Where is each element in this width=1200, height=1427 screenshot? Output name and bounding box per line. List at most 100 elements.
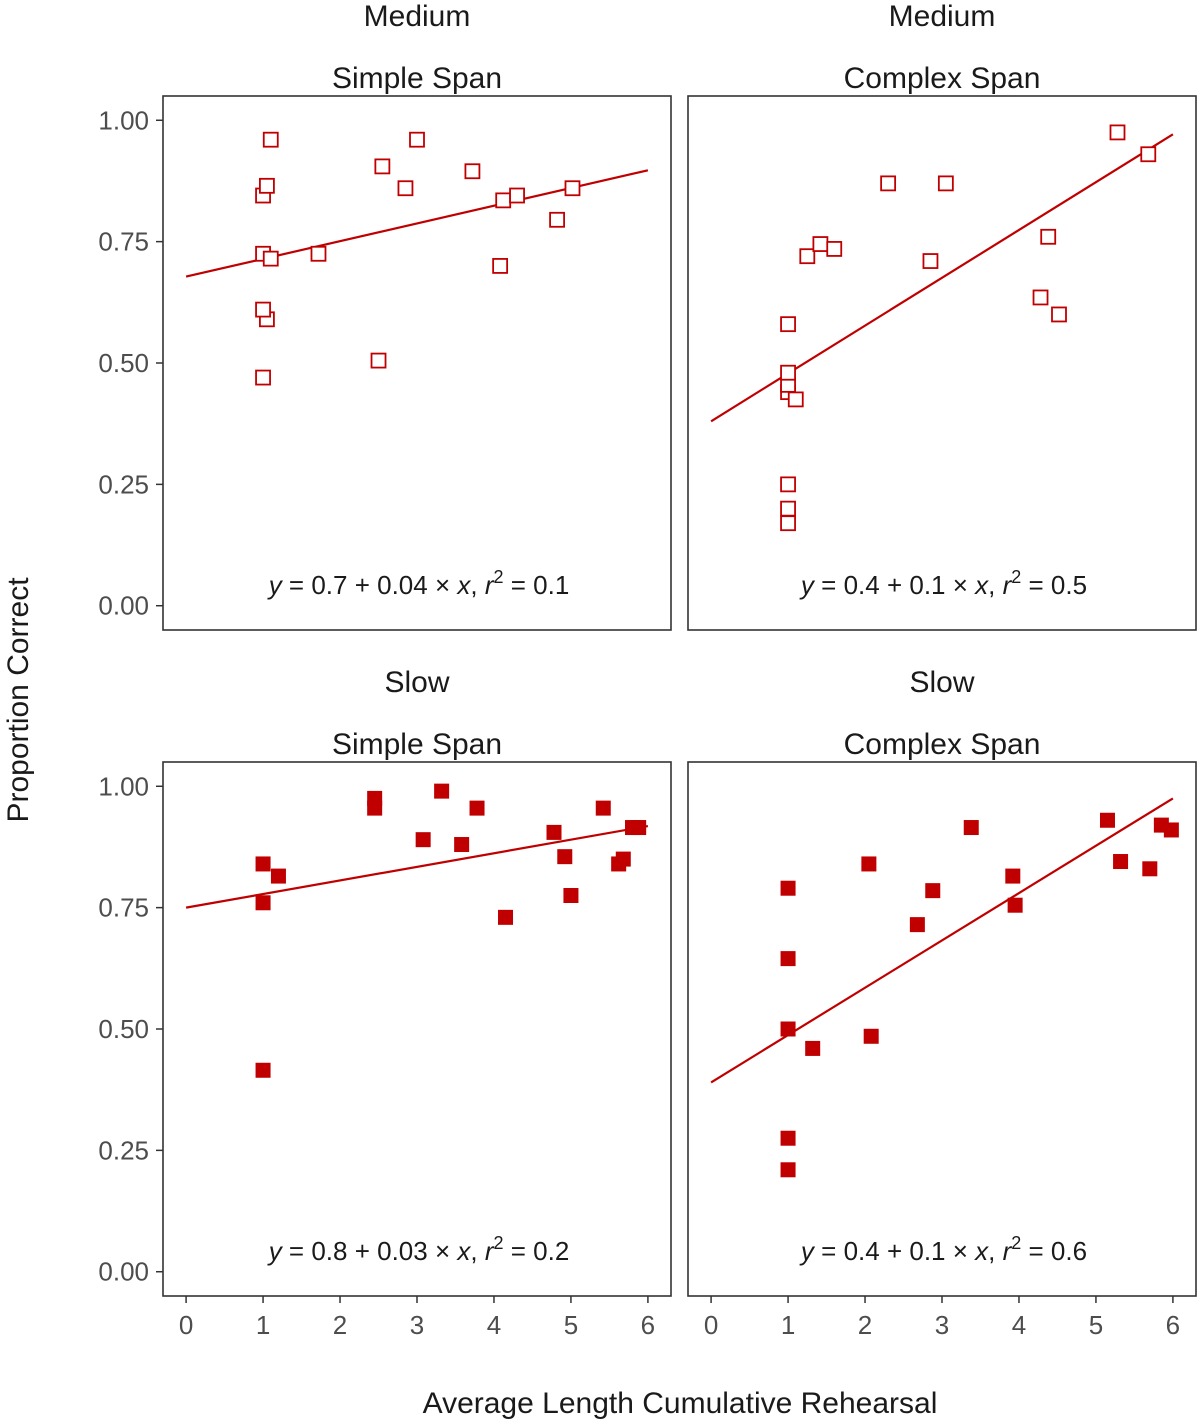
regression-equation: y = 0.4 + 0.1 × x, r2 = 0.6 bbox=[799, 1233, 1087, 1266]
data-point bbox=[563, 888, 579, 903]
data-point bbox=[255, 301, 271, 318]
panel: Medium Complex Span y = 0.4 + 0.1 × x, r2 … bbox=[687, 0, 1197, 631]
data-point bbox=[780, 1021, 796, 1037]
strip-label-span: Complex Span bbox=[844, 728, 1041, 761]
data-point bbox=[454, 837, 470, 853]
x-tick-label: 1 bbox=[781, 1310, 795, 1340]
x-tick-label: 1 bbox=[256, 1310, 270, 1340]
data-point bbox=[780, 515, 796, 532]
strip-label-span: Complex Span bbox=[844, 62, 1041, 95]
data-point bbox=[615, 851, 631, 867]
data-point bbox=[509, 187, 525, 204]
data-point bbox=[564, 180, 581, 197]
strip-label-span: Simple Span bbox=[332, 728, 502, 761]
regression-equation: y = 0.4 + 0.1 × x, r2 = 0.5 bbox=[799, 567, 1087, 600]
x-tick-label: 2 bbox=[858, 1310, 872, 1340]
data-point bbox=[415, 832, 431, 848]
strip-label-speed: Medium bbox=[364, 0, 471, 33]
data-point bbox=[780, 316, 796, 333]
data-point bbox=[255, 1062, 271, 1078]
data-point bbox=[826, 241, 843, 257]
data-point bbox=[464, 163, 481, 180]
x-tick-label: 6 bbox=[641, 1310, 655, 1340]
strip-label-speed: Slow bbox=[384, 666, 449, 699]
data-point bbox=[780, 476, 796, 493]
data-point bbox=[262, 131, 279, 148]
data-point bbox=[495, 192, 512, 209]
x-tick-label: 6 bbox=[1166, 1310, 1180, 1340]
x-tick-label: 4 bbox=[1012, 1310, 1026, 1340]
data-point bbox=[787, 391, 804, 408]
strip-label-span: Simple Span bbox=[332, 62, 502, 95]
data-point bbox=[780, 364, 796, 381]
regression-equation: y = 0.7 + 0.04 × x, r2 = 0.1 bbox=[267, 567, 570, 600]
data-point bbox=[434, 783, 450, 799]
data-point bbox=[498, 909, 514, 925]
data-point bbox=[937, 175, 954, 192]
x-tick-label: 4 bbox=[487, 1310, 501, 1340]
data-point bbox=[880, 175, 897, 192]
data-point bbox=[259, 177, 275, 194]
panels-layer: Medium Simple Span 0.00 0.25 0.50 0.75 1.00 y =… bbox=[98, 0, 1197, 1340]
data-point bbox=[780, 1162, 796, 1178]
data-point bbox=[255, 895, 271, 911]
data-point bbox=[631, 820, 647, 836]
data-point bbox=[1051, 306, 1067, 323]
y-axis-title: Proportion Correct bbox=[2, 577, 35, 823]
y-tick-label: 0.00 bbox=[98, 1257, 149, 1287]
data-point bbox=[805, 1040, 821, 1056]
y-tick-label: 0.50 bbox=[98, 348, 149, 378]
panel: Slow Simple Span 0.00 0.25 0.50 0.75 1.00 0 1 2 3 4… bbox=[98, 666, 672, 1340]
data-point bbox=[409, 131, 425, 148]
data-point bbox=[557, 849, 573, 865]
data-point bbox=[469, 800, 485, 816]
data-point bbox=[367, 790, 383, 806]
data-point bbox=[1099, 812, 1115, 828]
data-point bbox=[270, 868, 286, 884]
regression-line bbox=[710, 797, 1174, 1084]
y-tick-label: 0.50 bbox=[98, 1014, 149, 1044]
data-point bbox=[397, 180, 414, 197]
data-point bbox=[492, 258, 509, 274]
x-tick-label: 5 bbox=[1089, 1310, 1103, 1340]
strip-label-speed: Slow bbox=[909, 666, 974, 699]
data-point bbox=[780, 880, 796, 896]
y-tick-label: 0.25 bbox=[98, 1135, 149, 1165]
data-point bbox=[780, 951, 796, 967]
panel-border bbox=[162, 95, 672, 631]
x-tick-label: 2 bbox=[333, 1310, 347, 1340]
data-point bbox=[812, 236, 829, 252]
data-point bbox=[863, 1028, 879, 1044]
data-point bbox=[262, 250, 279, 267]
data-point bbox=[255, 369, 271, 386]
data-point bbox=[1005, 868, 1021, 884]
data-point bbox=[1109, 124, 1126, 141]
data-point bbox=[909, 917, 925, 933]
y-tick-label: 0.25 bbox=[98, 469, 149, 499]
x-tick-label: 0 bbox=[704, 1310, 718, 1340]
data-point bbox=[780, 500, 796, 517]
x-axis-title: Average Length Cumulative Rehearsal bbox=[423, 1387, 938, 1420]
data-point bbox=[370, 352, 387, 369]
data-point bbox=[549, 211, 565, 228]
y-tick-label: 0.75 bbox=[98, 227, 149, 257]
data-point bbox=[1140, 146, 1157, 163]
data-point bbox=[922, 253, 939, 269]
data-point bbox=[1163, 822, 1179, 838]
y-tick-label: 0.00 bbox=[98, 591, 149, 621]
regression-line bbox=[185, 824, 649, 909]
data-point bbox=[374, 158, 391, 175]
strip-label-speed: Medium bbox=[889, 0, 996, 33]
data-point bbox=[310, 245, 327, 262]
data-point bbox=[799, 248, 816, 265]
data-point bbox=[780, 1130, 796, 1146]
x-tick-label: 5 bbox=[564, 1310, 578, 1340]
data-point bbox=[1007, 897, 1023, 913]
data-point bbox=[1113, 854, 1129, 870]
y-tick-label: 0.75 bbox=[98, 893, 149, 923]
data-point bbox=[963, 820, 979, 836]
panel-border bbox=[687, 761, 1197, 1297]
data-point bbox=[1142, 861, 1158, 877]
data-point bbox=[546, 824, 562, 840]
